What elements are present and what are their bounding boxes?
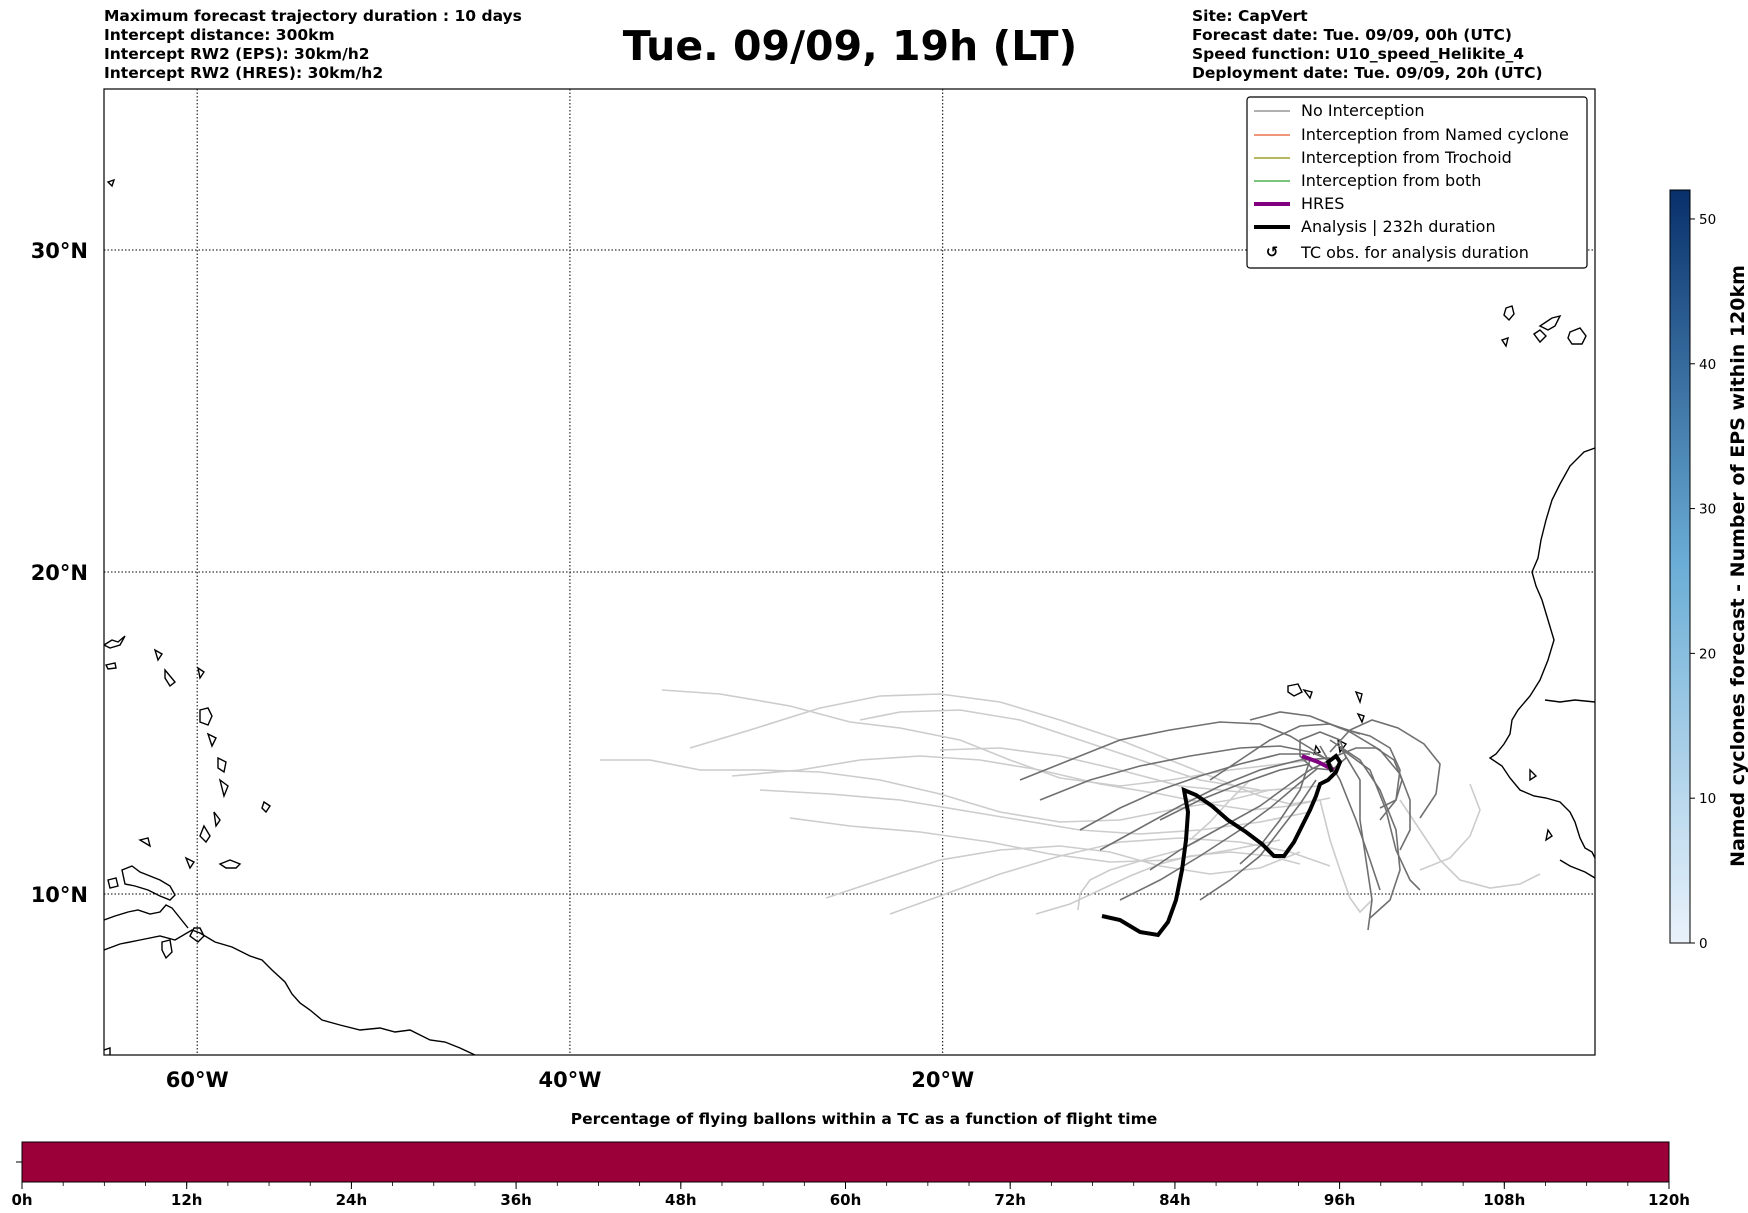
colorbar-label: Named cyclones forecast - Number of EPS … <box>1727 265 1748 867</box>
timebar: Percentage of flying ballons within a TC… <box>11 1110 1690 1209</box>
coastlines <box>104 178 1595 1055</box>
timebar-fill <box>21 1141 1670 1183</box>
forecast-parameters: Maximum forecast trajectory duration : 1… <box>104 7 522 83</box>
analysis-trajectory <box>1101 753 1343 938</box>
legend-box <box>1246 96 1588 269</box>
lon-tick-label: 60°W <box>166 1068 229 1092</box>
colorbar: 0 10 20 30 40 50 Named cyclones forecast - Nu… <box>1669 189 1748 952</box>
timebar-tick-label: 96h <box>1324 1191 1356 1209</box>
timebar-title: Percentage of flying ballons within a TC… <box>571 1110 1158 1128</box>
lat-tick-label: 10°N <box>31 883 88 907</box>
info-line: Forecast date: Tue. 09/09, 00h (UTC) <box>1192 26 1513 44</box>
legend-label-tc-obs: TC obs. for analysis duration <box>1300 243 1529 262</box>
eps-trajectories-far <box>600 689 1541 915</box>
info-line: Site: CapVert <box>1192 7 1308 25</box>
longitude-labels: 60°W 40°W 20°W <box>166 1068 974 1092</box>
info-line: Speed function: U10_speed_Helikite_4 <box>1192 45 1525 63</box>
trajectories <box>600 689 1541 938</box>
latitude-labels: 30°N 20°N 10°N <box>31 239 88 907</box>
timebar-tick-label: 48h <box>665 1191 697 1209</box>
timebar-tick-label: 84h <box>1159 1191 1191 1209</box>
timebar-tick-label: 120h <box>1648 1191 1690 1209</box>
cyclone-symbol-icon: ↺ <box>1266 243 1279 261</box>
map-area[interactable]: 60°W 40°W 20°W 30°N 20°N 10°N No Interceptio… <box>31 88 1596 1092</box>
timebar-tick-label: 24h <box>336 1191 368 1209</box>
legend-label-analysis: Analysis | 232h duration <box>1301 217 1496 236</box>
lat-tick-label: 30°N <box>31 239 88 263</box>
info-line: Intercept RW2 (EPS): 30km/h2 <box>104 45 370 63</box>
eps-trajectories-near <box>1019 711 1441 931</box>
colorbar-gradient <box>1669 189 1691 944</box>
legend: No Interception Interception from Named … <box>1246 96 1588 269</box>
legend-label-both: Interception from both <box>1301 171 1481 190</box>
timebar-tick-label: 0h <box>11 1191 32 1209</box>
timebar-tick-label: 60h <box>830 1191 862 1209</box>
info-line: Deployment date: Tue. 09/09, 20h (UTC) <box>1192 64 1543 82</box>
legend-label-no-interception: No Interception <box>1301 101 1425 120</box>
colorbar-tick-label: 0 <box>1699 936 1708 952</box>
timebar-tick-label: 108h <box>1483 1191 1525 1209</box>
timebar-tick-label: 72h <box>994 1191 1026 1209</box>
lon-tick-label: 40°W <box>538 1068 601 1092</box>
info-line: Maximum forecast trajectory duration : 1… <box>104 7 522 25</box>
timebar-tick-label: 36h <box>500 1191 532 1209</box>
colorbar-tick-label: 50 <box>1699 212 1716 228</box>
colorbar-tick-label: 30 <box>1699 502 1716 518</box>
info-line: Intercept RW2 (HRES): 30km/h2 <box>104 64 384 82</box>
legend-label-trochoid: Interception from Trochoid <box>1301 148 1512 167</box>
lon-tick-label: 20°W <box>911 1068 974 1092</box>
timebar-tick-label: 12h <box>171 1191 203 1209</box>
lat-tick-label: 20°N <box>31 561 88 585</box>
colorbar-tick-label: 10 <box>1699 791 1716 807</box>
legend-label-named-cyclone: Interception from Named cyclone <box>1301 125 1569 144</box>
page-title: Tue. 09/09, 19h (LT) <box>622 22 1078 70</box>
colorbar-tick-label: 40 <box>1699 357 1716 373</box>
colorbar-ticks: 0 10 20 30 40 50 <box>1690 212 1716 952</box>
info-line: Intercept distance: 300km <box>104 26 335 44</box>
legend-label-hres: HRES <box>1301 194 1344 213</box>
colorbar-tick-label: 20 <box>1699 646 1716 662</box>
timebar-ticks: 0h 12h 24h 36h 48h 60h 72h 84h 96h 108h 120h <box>11 1182 1690 1209</box>
site-info: Site: CapVert Forecast date: Tue. 09/09,… <box>1192 7 1543 83</box>
